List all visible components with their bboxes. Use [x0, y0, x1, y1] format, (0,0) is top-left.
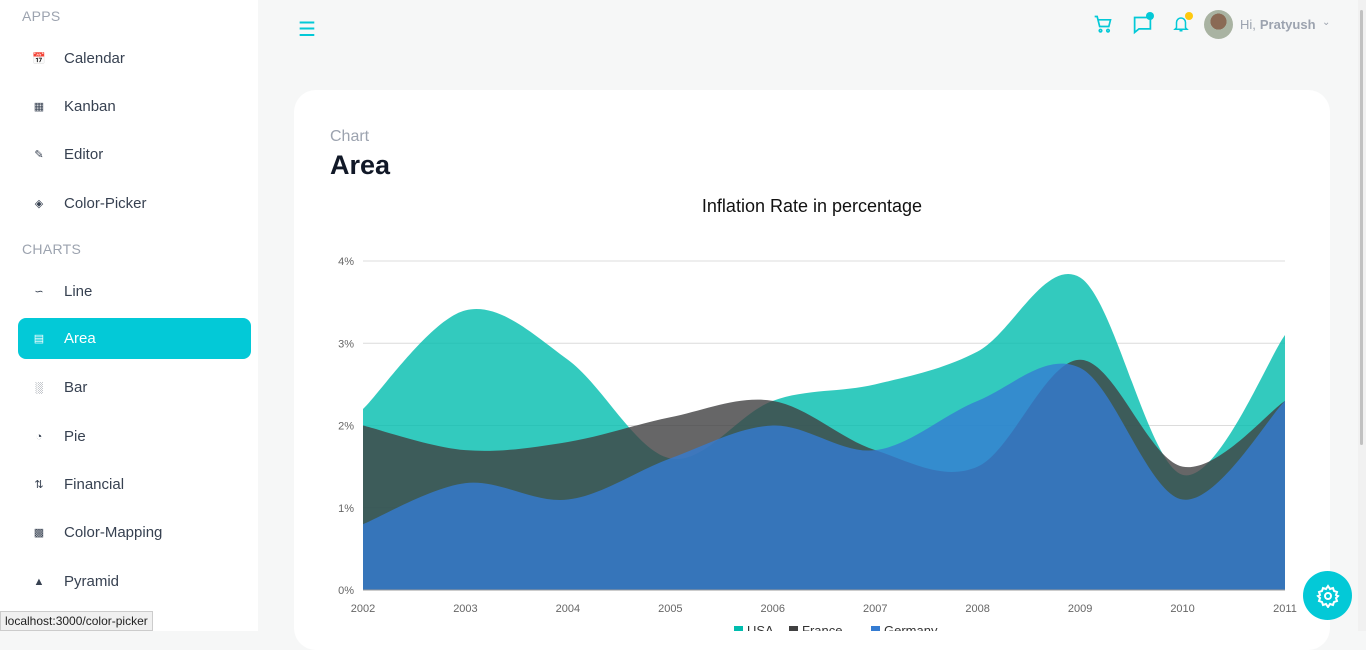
pyramid-icon: ▲: [33, 575, 45, 588]
area-chart: Inflation Rate in percentage 0% 1% 2% 3% 4% 20…: [338, 196, 1297, 631]
sidebar-item-kanban[interactable]: ▦ Kanban: [18, 86, 251, 127]
section-charts: CHARTS: [22, 241, 82, 257]
sidebar-item-pyramid[interactable]: ▲ Pyramid: [18, 561, 251, 602]
sidebar-item-label: Pyramid: [64, 573, 120, 590]
color-mapping-icon: ▩: [33, 527, 45, 539]
scrollbar[interactable]: [1358, 0, 1366, 631]
y-tick-label: 3%: [338, 338, 354, 350]
sidebar-item-label: Area: [64, 330, 96, 347]
sidebar-item-bar[interactable]: ░ Bar: [18, 367, 251, 408]
sidebar-item-label: Color-Mapping: [64, 524, 163, 541]
legend-label-france: France: [802, 623, 842, 631]
sidebar-item-editor[interactable]: ✎ Editor: [18, 134, 251, 175]
y-tick-label: 4%: [338, 256, 354, 268]
legend-marker: [734, 626, 743, 631]
x-tick-label: 2007: [863, 603, 887, 615]
sidebar-item-financial[interactable]: ⇅ Financial: [18, 464, 251, 505]
edit-icon: ✎: [34, 149, 44, 161]
x-tick-label: 2006: [761, 603, 785, 615]
sidebar-item-color-mapping[interactable]: ▩ Color-Mapping: [18, 512, 251, 553]
sidebar: APPS CHARTS 📅 Calendar ▦ Kanban ✎ Editor ◈ Colo…: [0, 0, 258, 631]
sidebar-item-pie[interactable]: ◔ Pie: [18, 416, 251, 457]
legend-label-usa: USA: [747, 623, 774, 631]
chat-badge: [1146, 12, 1154, 20]
sidebar-item-label: Kanban: [64, 98, 116, 115]
sidebar-item-label: Calendar: [64, 50, 125, 67]
x-tick-label: 2004: [556, 603, 580, 615]
legend-marker: [871, 626, 880, 631]
y-tick-label: 0%: [338, 585, 354, 597]
sidebar-item-label: Editor: [64, 146, 104, 163]
status-url: localhost:3000/color-picker: [0, 611, 153, 631]
bar-chart-icon: ░: [35, 381, 43, 394]
chart-title: Inflation Rate in percentage: [702, 196, 922, 216]
bell-icon[interactable]: [1172, 14, 1190, 34]
sidebar-item-area[interactable]: ▤ Area: [18, 318, 251, 359]
financial-icon: ⇅: [34, 479, 44, 491]
sidebar-item-line[interactable]: ∽ Line: [18, 271, 251, 312]
x-tick-label: 2009: [1068, 603, 1092, 615]
sidebar-item-label: Financial: [64, 476, 125, 493]
notification-badge: [1185, 12, 1193, 20]
y-tick-label: 1%: [338, 503, 354, 515]
line-chart-icon: ∽: [34, 286, 44, 298]
cart-icon[interactable]: [1093, 14, 1113, 34]
sidebar-item-label: Pie: [64, 428, 86, 445]
x-tick-label: 2008: [965, 603, 989, 615]
legend-label-germany: Germany: [884, 623, 938, 631]
paint-bucket-icon: ◈: [34, 198, 44, 210]
kanban-icon: ▦: [33, 101, 45, 113]
legend-marker: [789, 626, 798, 631]
user-greeting[interactable]: Hi, Pratyush: [1240, 17, 1316, 32]
x-tick-label: 2010: [1170, 603, 1194, 615]
x-tick-label: 2003: [453, 603, 477, 615]
section-apps: APPS: [22, 8, 61, 24]
x-tick-label: 2011: [1273, 603, 1297, 615]
sidebar-item-label: Bar: [64, 379, 88, 396]
greeting-text: Hi,: [1240, 17, 1256, 32]
area-chart-icon: ▤: [33, 333, 45, 345]
area-series-germany: [363, 363, 1285, 590]
pie-chart-icon: ◔: [35, 430, 43, 443]
user-name: Pratyush: [1259, 17, 1316, 32]
page-category: Chart: [330, 128, 370, 145]
menu-icon[interactable]: ☰: [298, 19, 316, 41]
x-tick-label: 2002: [351, 603, 375, 615]
sidebar-item-label: Line: [64, 283, 93, 300]
sidebar-item-color-picker[interactable]: ◈ Color-Picker: [18, 183, 251, 224]
chevron-down-icon[interactable]: ⌄: [1322, 17, 1331, 28]
x-tick-label: 2005: [658, 603, 682, 615]
avatar[interactable]: [1204, 10, 1233, 39]
calendar-icon: 📅: [32, 53, 46, 65]
gear-icon: [1315, 583, 1340, 608]
settings-button[interactable]: [1303, 571, 1352, 620]
page-title: Area: [330, 150, 391, 180]
y-tick-label: 2%: [338, 421, 354, 433]
sidebar-item-label: Color-Picker: [64, 195, 147, 212]
sidebar-item-calendar[interactable]: 📅 Calendar: [18, 38, 251, 79]
